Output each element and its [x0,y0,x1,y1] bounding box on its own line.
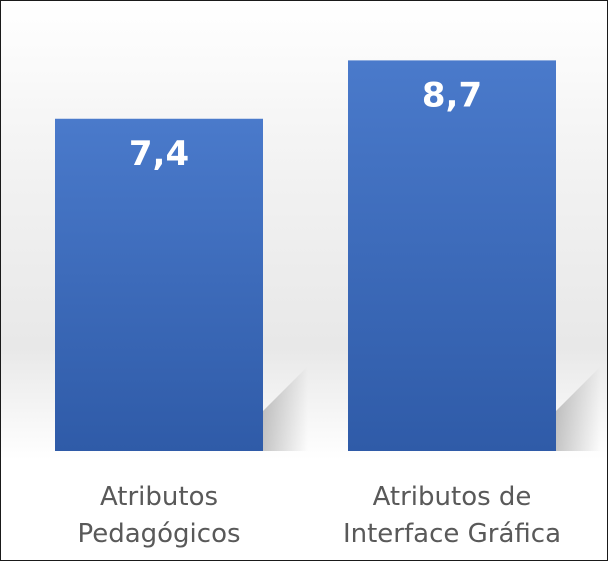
plot-area: 7,4 Atributos Pedagógicos 8,7 Atributos de In… [55,60,601,549]
bar-2 [348,60,556,451]
category-label-1-line-2: Pedagógicos [77,519,240,549]
category-label-2-line-1: Atributos de [373,482,532,512]
data-label-2: 8,7 [422,75,482,115]
bar-shadow [263,366,308,451]
data-label-1: 7,4 [129,134,189,174]
category-label-1-line-1: Atributos [100,482,218,512]
bar-shadow [556,366,601,451]
category-label-2-line-2: Interface Gráfica [343,519,561,549]
bar-1 [55,118,263,452]
